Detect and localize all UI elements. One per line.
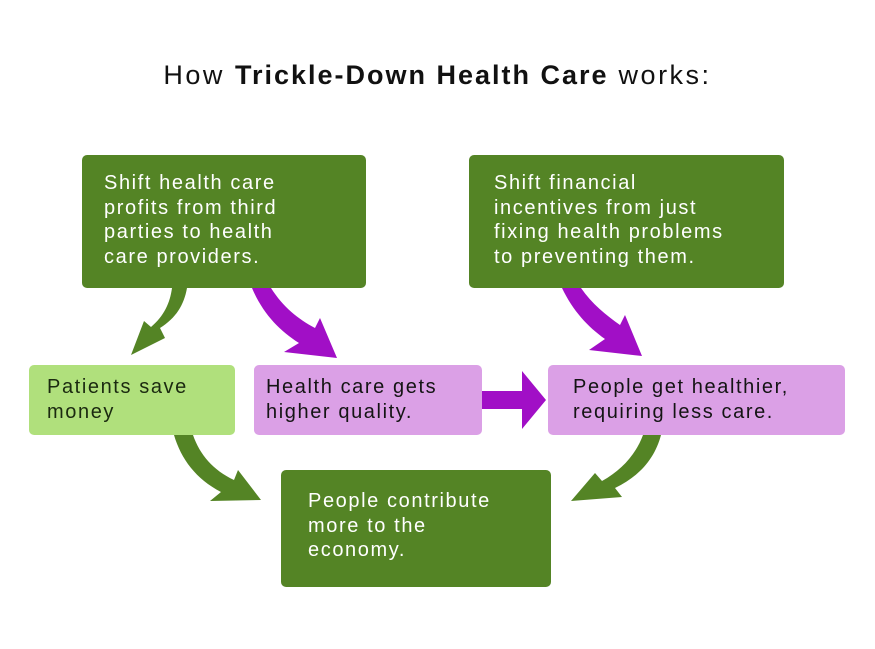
arrow-healthier-to-contribute [571,435,661,501]
node-healthier-text: People get healthier, requiring less car… [573,376,789,423]
arrow-profits-to-patients [131,288,187,355]
title-suffix: works: [608,60,712,90]
page-title: How Trickle-Down Health Care works: [0,60,875,91]
node-shift-incentives-text: Shift financial incentives from just fix… [494,172,724,268]
arrow-patients-to-contribute [174,435,261,501]
arrow-quality-to-healthier [482,371,546,429]
arrow-profits-to-quality [252,288,337,358]
node-healthier: People get healthier, requiring less car… [548,365,845,435]
node-shift-profits: Shift health care profits from third par… [82,155,366,288]
node-quality-text: Health care gets higher quality. [266,376,438,423]
node-shift-profits-text: Shift health care profits from third par… [104,172,278,268]
node-shift-incentives: Shift financial incentives from just fix… [469,155,784,288]
node-contribute-text: People contribute more to the economy. [308,490,491,561]
node-contribute: People contribute more to the economy. [281,470,551,587]
node-quality: Health care gets higher quality. [254,365,482,435]
node-patients-save-text: Patients save money [47,376,188,423]
title-prefix: How [163,60,235,90]
arrow-incentives-to-healthier [562,288,642,356]
node-patients-save: Patients save money [29,365,235,435]
title-emphasis: Trickle-Down Health Care [234,60,609,90]
